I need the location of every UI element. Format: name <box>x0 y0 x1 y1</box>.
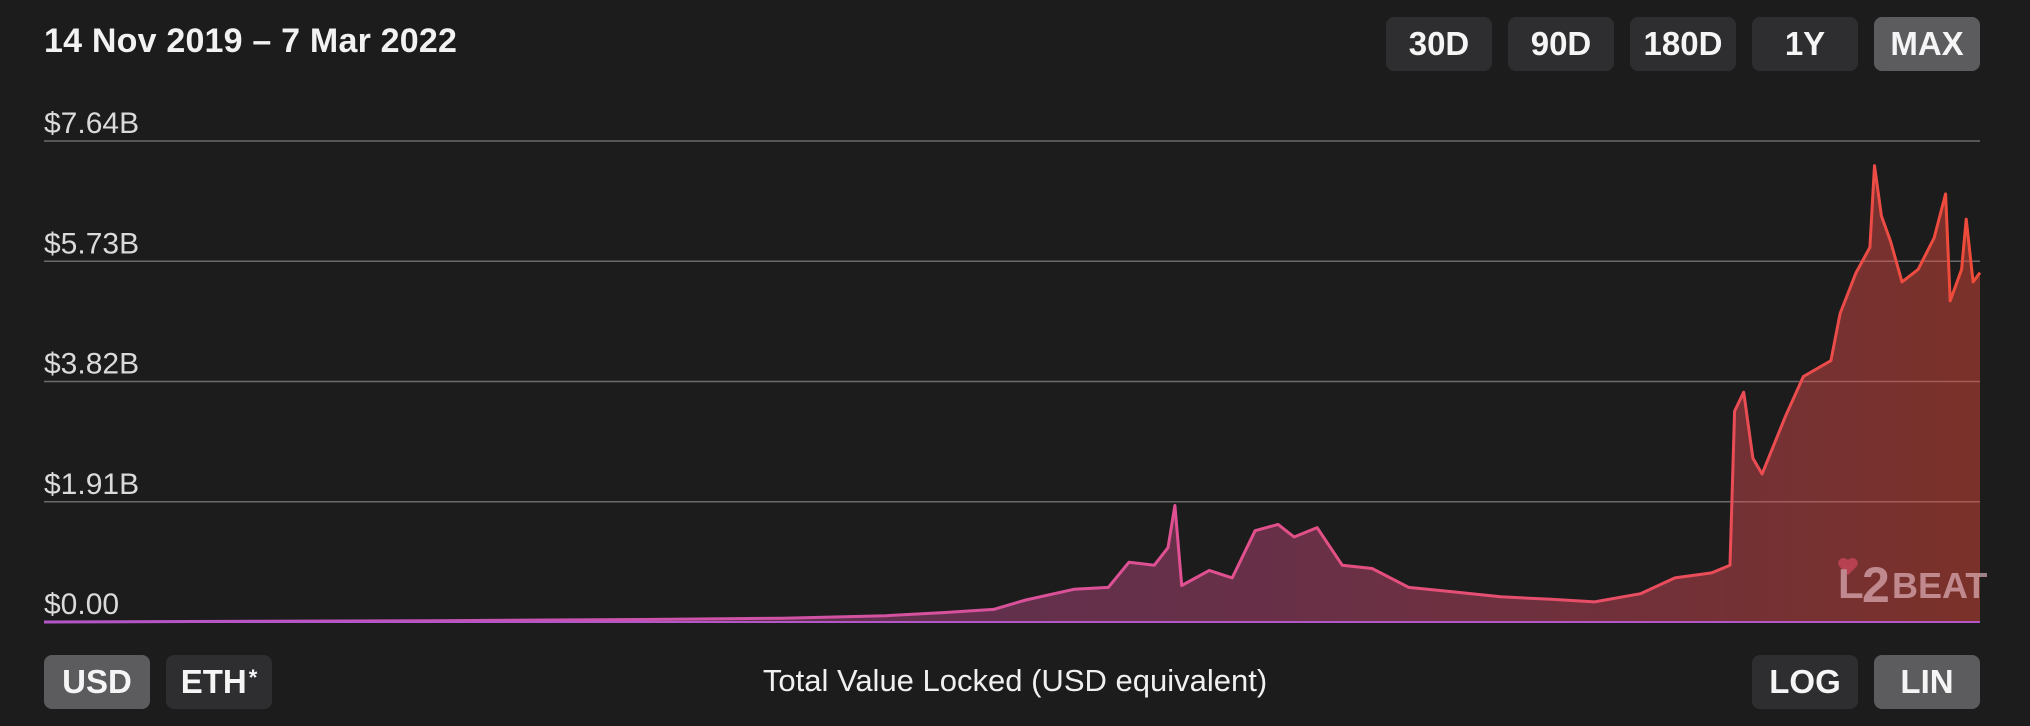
svg-text:L: L <box>1838 560 1864 607</box>
currency-selector: USD ETH * <box>44 655 272 709</box>
y-tick-label: $5.73B <box>44 227 139 260</box>
y-tick-label: $3.82B <box>44 348 139 381</box>
grid-lines <box>44 140 1980 503</box>
range-30d-button[interactable]: 30D <box>1386 17 1492 71</box>
y-tick-label: $1.91B <box>44 468 139 501</box>
scale-selector: LOG LIN <box>1752 655 1980 709</box>
scale-log-button[interactable]: LOG <box>1752 655 1858 709</box>
tvl-area-fill <box>44 165 1980 622</box>
currency-usd-button[interactable]: USD <box>44 655 150 709</box>
range-90d-button[interactable]: 90D <box>1508 17 1614 71</box>
svg-text:2: 2 <box>1862 557 1890 613</box>
y-tick-label: $0.00 <box>44 588 119 621</box>
svg-text:BEAT: BEAT <box>1892 565 1987 606</box>
date-range-title: 14 Nov 2019 – 7 Mar 2022 <box>44 22 458 60</box>
tvl-series-line <box>43 164 1982 624</box>
y-axis-labels: $0.00 $1.91B $3.82B $5.73B $7.64B <box>44 107 139 621</box>
scale-lin-button[interactable]: LIN <box>1874 655 1980 709</box>
range-180d-button[interactable]: 180D <box>1630 17 1736 71</box>
l2beat-logo: L 2 BEAT <box>1838 557 1987 613</box>
heart-icon <box>1838 557 1858 575</box>
currency-eth-button[interactable]: ETH * <box>166 655 272 709</box>
time-range-selector: 30D 90D 180D 1Y MAX <box>1386 17 1980 71</box>
chart-caption: Total Value Locked (USD equivalent) <box>762 663 1268 698</box>
y-tick-label: $7.64B <box>44 107 139 140</box>
range-1y-button[interactable]: 1Y <box>1752 17 1858 71</box>
asterisk-footnote: * <box>248 665 258 690</box>
range-max-button[interactable]: MAX <box>1874 17 1980 71</box>
